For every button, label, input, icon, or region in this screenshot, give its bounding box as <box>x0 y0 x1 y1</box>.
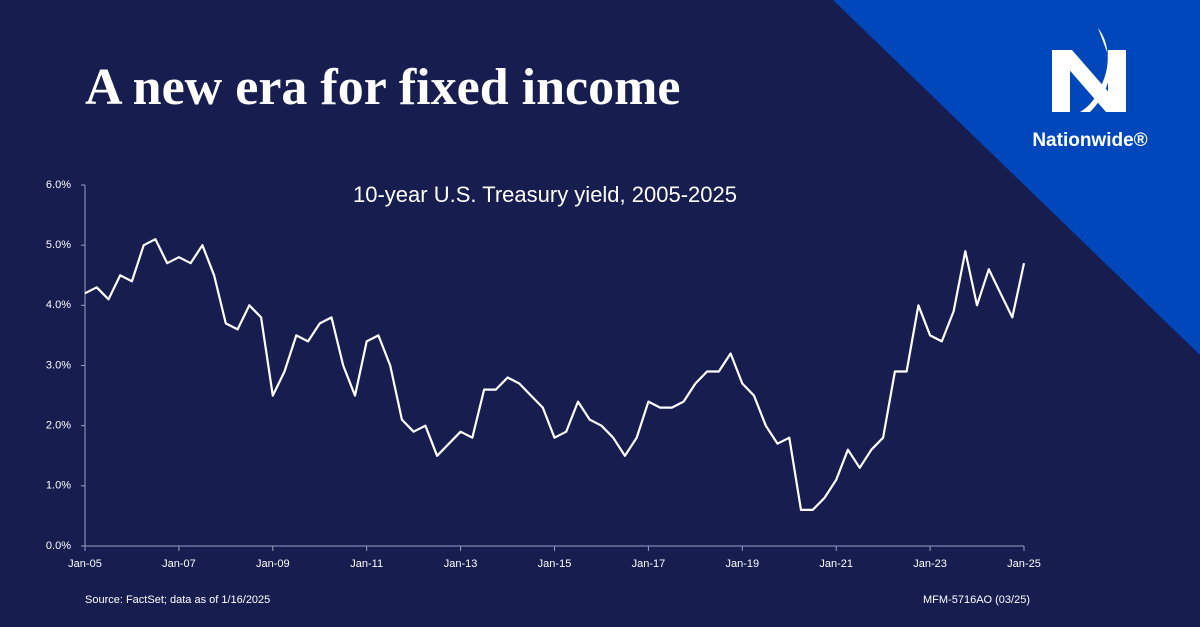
page-title: A new era for fixed income <box>85 59 680 116</box>
logo <box>1052 28 1126 112</box>
y-tick-label: 0.0% <box>46 540 71 552</box>
x-tick-label: Jan-13 <box>444 558 478 570</box>
x-tick-label: Jan-23 <box>913 558 947 570</box>
x-tick-label: Jan-19 <box>725 558 759 570</box>
brand-name: Nationwide® <box>1032 130 1147 151</box>
x-tick-label: Jan-21 <box>819 558 853 570</box>
x-tick-label: Jan-09 <box>256 558 290 570</box>
y-tick-label: 6.0% <box>46 179 71 191</box>
y-tick-label: 5.0% <box>46 239 71 251</box>
logo-eagle <box>1080 28 1111 112</box>
document-code: MFM-5716AO (03/25) <box>923 594 1030 606</box>
x-tick-label: Jan-25 <box>1007 558 1041 570</box>
y-tick-label: 2.0% <box>46 420 71 432</box>
chart-title: 10-year U.S. Treasury yield, 2005-2025 <box>353 182 737 207</box>
x-tick-label: Jan-05 <box>68 558 102 570</box>
x-tick-label: Jan-17 <box>632 558 666 570</box>
x-tick-label: Jan-15 <box>538 558 572 570</box>
y-tick-label: 4.0% <box>46 299 71 311</box>
plot: 0.0% 1.0% 2.0% 3.0% 4.0% 5.0% 6.0% Jan-05 Jan-07… <box>46 179 1041 570</box>
yield-line <box>84 238 1026 511</box>
source-note: Source: FactSet; data as of 1/16/2025 <box>85 594 270 606</box>
x-tick-label: Jan-11 <box>350 558 383 570</box>
y-tick-label: 3.0% <box>46 359 71 371</box>
x-tick-label: Jan-07 <box>162 558 196 570</box>
logo-n-diagonal <box>1052 50 1126 112</box>
y-tick-label: 1.0% <box>46 480 71 492</box>
